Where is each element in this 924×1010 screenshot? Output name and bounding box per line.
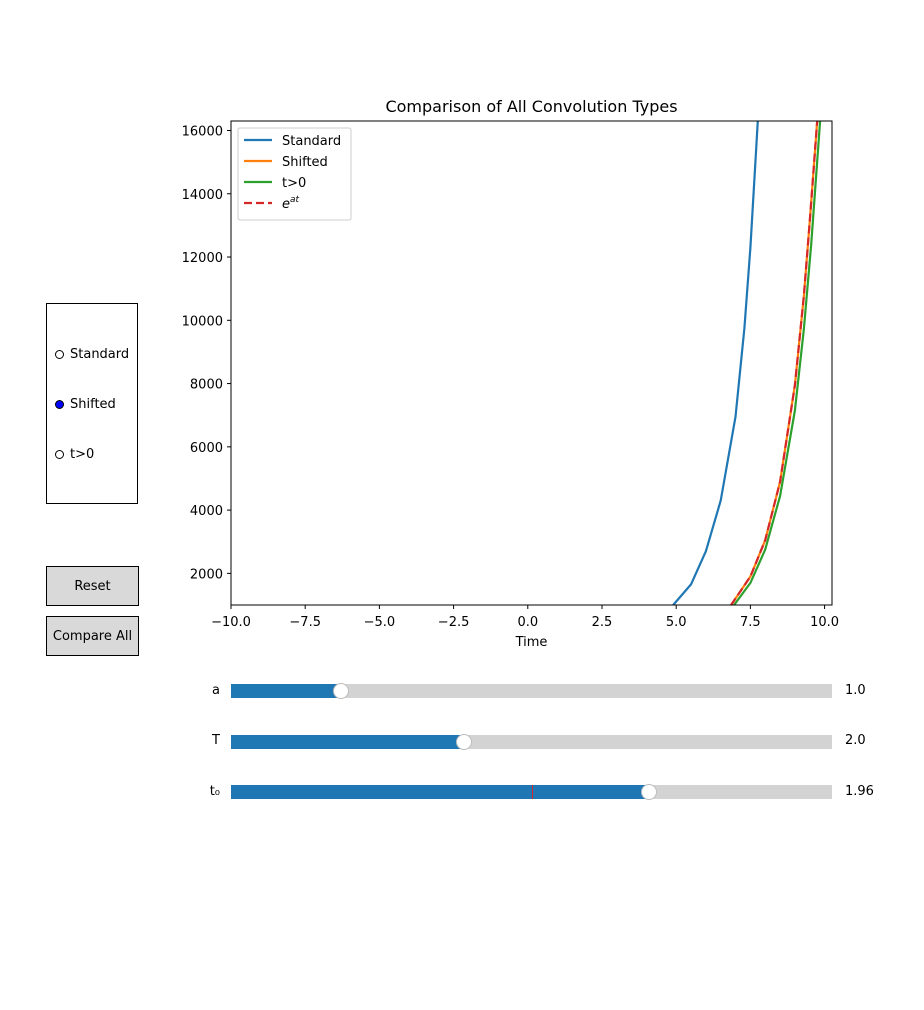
slider-label-a: a (212, 683, 220, 698)
legend-standard-label: Standard (282, 134, 341, 149)
series-line-1 (730, 121, 819, 605)
slider-T-handle[interactable] (456, 734, 473, 750)
y-tick-label-4: 10000 (182, 314, 223, 329)
compare-all-button[interactable]: Compare All (46, 616, 139, 656)
radio-dot-shifted[interactable] (55, 399, 64, 409)
radio-dot-tpos[interactable] (55, 449, 64, 459)
y-tick-label-1: 4000 (190, 504, 223, 519)
plot-frame (230, 120, 833, 606)
radio-label-shifted: Shifted (70, 396, 116, 412)
radio-option-standard[interactable]: Standard (55, 345, 129, 363)
radio-option-shifted[interactable]: Shifted (55, 395, 116, 413)
slider-t0-initial-marker (531, 785, 533, 799)
y-tick-label-3: 8000 (190, 378, 223, 393)
slider-value-a: 1.0 (845, 683, 866, 698)
x-tick-label-7: 7.5 (740, 615, 761, 630)
main-chart: Comparison of All Convolution Types −10.0… (182, 97, 839, 650)
slider-a-fill (231, 684, 342, 698)
y-tick-label-5: 12000 (182, 251, 223, 266)
series-line-3 (730, 121, 819, 605)
slider-a[interactable] (231, 683, 832, 699)
series-line-0 (672, 121, 759, 605)
slider-T[interactable] (231, 734, 832, 750)
slider-value-T: 2.0 (845, 733, 866, 748)
y-tick-label-2: 6000 (190, 441, 223, 456)
x-tick-label-5: 2.5 (592, 615, 613, 630)
chart-legend (237, 127, 352, 221)
slider-t0-handle[interactable] (640, 784, 657, 800)
convolution-type-radio-group: Standard Shifted t>0 (46, 303, 138, 504)
x-tick-label-8: 10.0 (810, 615, 839, 630)
x-tick-label-4: 0.0 (517, 615, 538, 630)
series-line-2 (733, 121, 822, 605)
radio-label-standard: Standard (70, 346, 130, 362)
slider-label-t0: t₀ (209, 784, 220, 799)
y-tick-label-0: 2000 (190, 567, 223, 582)
slider-t0-fill (231, 785, 649, 799)
x-axis-label: Time (515, 635, 548, 650)
legend-tpos-label: t>0 (282, 176, 306, 191)
radio-label-tpos: t>0 (70, 446, 95, 462)
slider-T-fill (231, 735, 465, 749)
legend-shifted-label: Shifted (282, 155, 328, 170)
slider-a-handle[interactable] (333, 683, 350, 699)
radio-dot-standard[interactable] (55, 349, 64, 359)
x-tick-label-0: −10.0 (211, 615, 251, 630)
slider-t0[interactable] (231, 784, 832, 800)
y-tick-label-7: 16000 (182, 124, 223, 139)
x-tick-label-1: −7.5 (289, 615, 321, 630)
chart-title: Comparison of All Convolution Types (385, 97, 677, 116)
slider-value-t0: 1.96 (845, 784, 874, 799)
y-tick-label-6: 14000 (182, 188, 223, 203)
x-tick-label-2: −5.0 (364, 615, 396, 630)
x-tick-label-6: 5.0 (666, 615, 687, 630)
radio-option-tpos[interactable]: t>0 (55, 445, 94, 463)
slider-label-T: T (212, 733, 220, 748)
reset-button[interactable]: Reset (46, 566, 139, 606)
x-tick-label-3: −2.5 (438, 615, 470, 630)
legend-exp-label: eat (282, 195, 300, 212)
